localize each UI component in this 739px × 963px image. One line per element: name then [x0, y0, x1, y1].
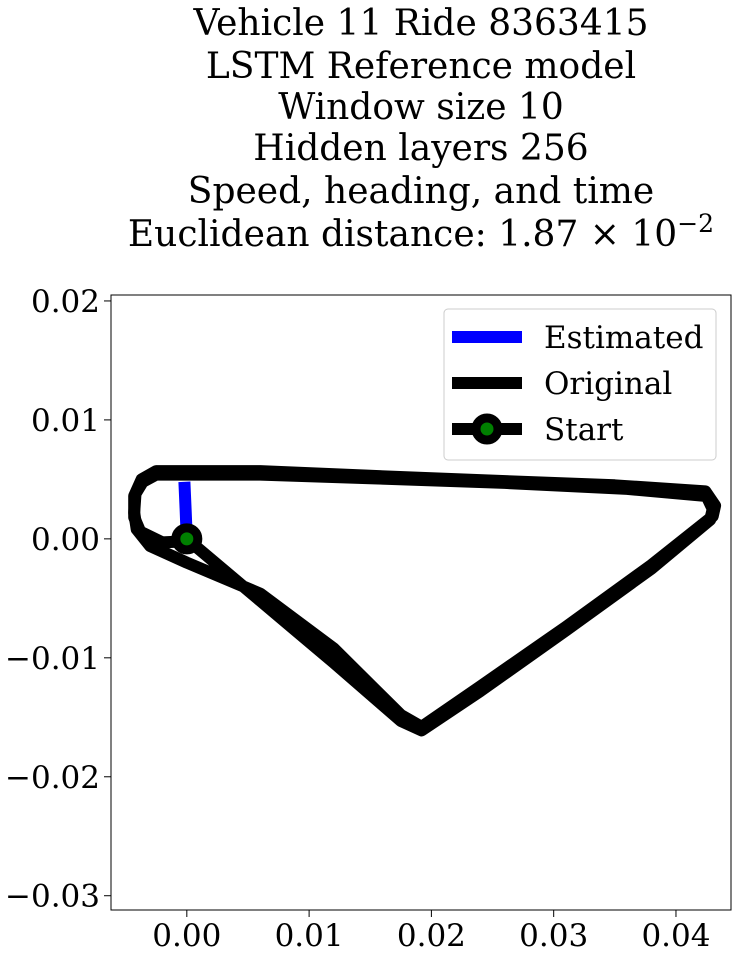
- y-tick-label: 0.01: [31, 403, 100, 439]
- y-tick-label: 0.00: [31, 522, 100, 558]
- x-tick-label: 0.00: [152, 918, 221, 954]
- ticks-layer: 0.00 0.01 0.02 0.03 0.04 0.02 0.01 0.00 −0.01 −0.…: [5, 284, 710, 954]
- title-line: Vehicle 11 Ride 8363415: [192, 3, 648, 44]
- title-line: Speed, heading, and time: [188, 171, 654, 212]
- x-tick-label: 0.02: [397, 918, 466, 954]
- series-layer: [128, 465, 722, 737]
- axes-frame: [110, 294, 732, 911]
- y-tick-label: −0.02: [5, 760, 100, 796]
- title-line: Hidden layers 256: [253, 128, 588, 169]
- title-line: Window size 10: [278, 87, 564, 128]
- title-metric-text: Euclidean distance: 1.87 × 10: [128, 214, 677, 255]
- series-original-line: [128, 465, 722, 733]
- title-metric-exponent: −2: [677, 209, 714, 238]
- y-tick-label: −0.01: [5, 641, 100, 677]
- x-tick-label: 0.04: [641, 918, 710, 954]
- legend: Estimated Original Start: [443, 308, 717, 461]
- legend-label: Start: [544, 412, 624, 448]
- start-marker: [171, 523, 203, 555]
- x-tick-label: 0.01: [275, 918, 344, 954]
- plot-area: 0.00 0.01 0.02 0.03 0.04 0.02 0.01 0.00 −0.01 −0.…: [5, 284, 732, 954]
- legend-start-marker: [471, 413, 503, 445]
- legend-label: Original: [544, 366, 672, 402]
- title-line: LSTM Reference model: [206, 46, 636, 87]
- legend-box: [443, 308, 717, 461]
- title-metric: Euclidean distance: 1.87 × 10−2: [128, 209, 714, 255]
- y-tick-label: 0.02: [31, 284, 100, 320]
- x-tick-label: 0.03: [519, 918, 588, 954]
- legend-label: Estimated: [544, 320, 703, 356]
- series-original-line: [128, 468, 719, 737]
- y-tick-label: −0.03: [5, 879, 100, 915]
